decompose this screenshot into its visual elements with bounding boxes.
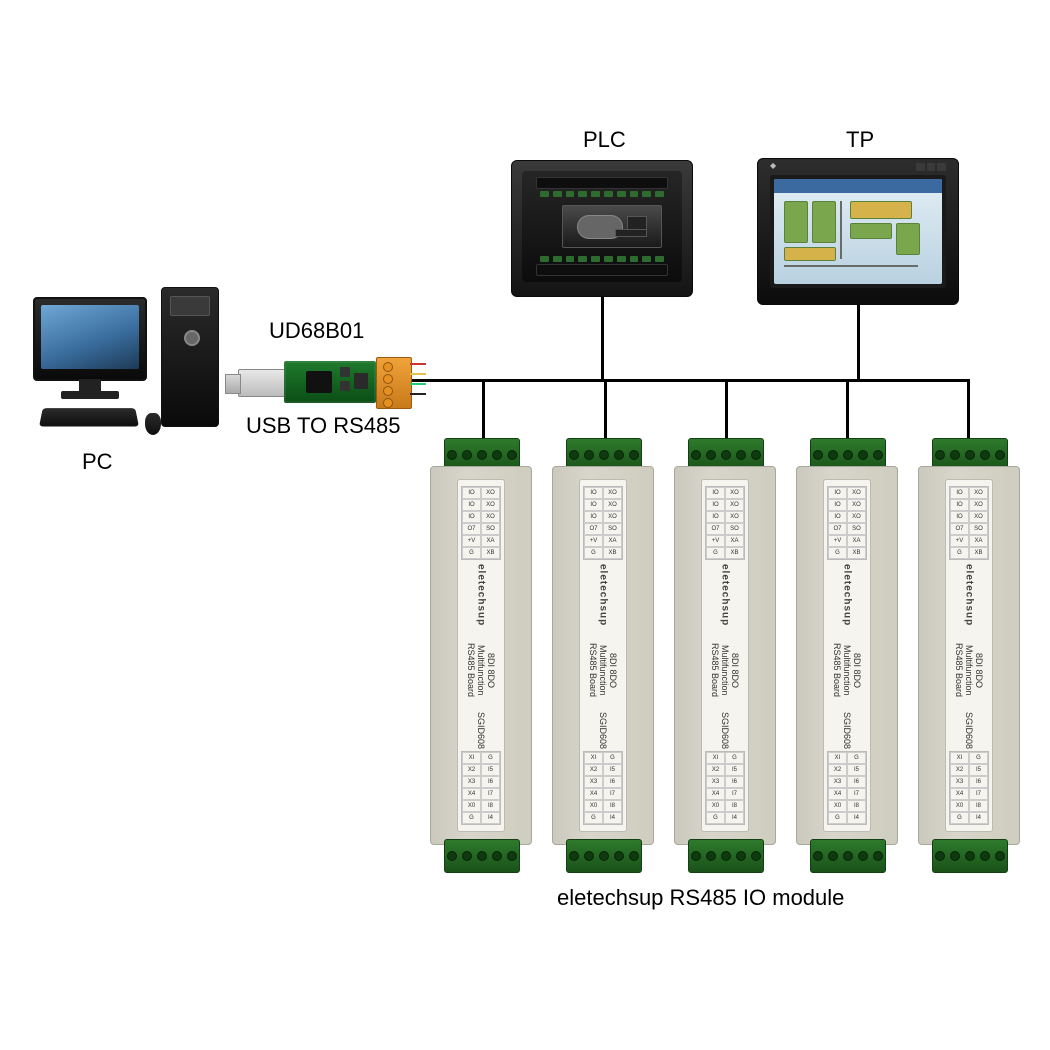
bus-drop-plc bbox=[601, 296, 604, 379]
bus-drop-mod3 bbox=[725, 379, 728, 440]
io-module-pin-grid-top: IOXOIOXOIOXOO7SO+VXAGXB bbox=[949, 486, 989, 560]
bus-drop-tp bbox=[857, 303, 860, 379]
io-module-brand: eletechsup bbox=[720, 564, 731, 626]
io-module-terminal-bot bbox=[444, 839, 520, 873]
tp-label: TP bbox=[846, 127, 874, 153]
io-module-brand: eletechsup bbox=[476, 564, 487, 626]
io-module-pin-grid-top: IOXOIOXOIOXOO7SO+VXAGXB bbox=[705, 486, 745, 560]
pc-mouse bbox=[145, 413, 161, 435]
bus-horizontal bbox=[412, 379, 970, 382]
io-module-terminal-bot bbox=[688, 839, 764, 873]
plc-front-panel bbox=[562, 205, 662, 248]
usb-terminal bbox=[376, 357, 412, 409]
io-module-model: SGID608 bbox=[964, 712, 974, 749]
tp-graphic: ◆ bbox=[757, 158, 959, 305]
io-module-text: 8DI 8DO Multifunction RS485 Board bbox=[710, 632, 740, 708]
usb-plug bbox=[238, 369, 286, 397]
usb-desc-label: USB TO RS485 bbox=[246, 413, 400, 439]
io-module-text: 8DI 8DO Multifunction RS485 Board bbox=[832, 632, 862, 708]
io-module-case: IOXOIOXOIOXOO7SO+VXAGXB eletechsup 8DI 8… bbox=[796, 466, 898, 845]
io-modules-row: IOXOIOXOIOXOO7SO+VXAGXB eletechsup 8DI 8… bbox=[430, 438, 1020, 873]
io-module: IOXOIOXOIOXOO7SO+VXAGXB eletechsup 8DI 8… bbox=[796, 438, 898, 873]
bus-drop-mod1 bbox=[482, 379, 485, 440]
bus-drop-mod5 bbox=[967, 379, 970, 440]
io-module-brand: eletechsup bbox=[598, 564, 609, 626]
io-module-case: IOXOIOXOIOXOO7SO+VXAGXB eletechsup 8DI 8… bbox=[430, 466, 532, 845]
io-module-model: SGID608 bbox=[598, 712, 608, 749]
pc-tower bbox=[161, 287, 219, 427]
io-module-text: 8DI 8DO Multifunction RS485 Board bbox=[588, 632, 618, 708]
pc-screen bbox=[41, 305, 139, 369]
io-module-pin-grid-bot: XIGX2I5X3I6X4I7X0I8GI4 bbox=[583, 751, 623, 825]
io-module-pin-grid-top: IOXOIOXOIOXOO7SO+VXAGXB bbox=[461, 486, 501, 560]
io-module-model: SGID608 bbox=[842, 712, 852, 749]
io-module-pin-grid-top: IOXOIOXOIOXOO7SO+VXAGXB bbox=[583, 486, 623, 560]
io-module-text: 8DI 8DO Multifunction RS485 Board bbox=[466, 632, 496, 708]
pc-keyboard bbox=[39, 408, 139, 426]
io-module-terminal-bot bbox=[810, 839, 886, 873]
plc-label: PLC bbox=[583, 127, 626, 153]
io-module-model: SGID608 bbox=[476, 712, 486, 749]
bus-drop-mod2 bbox=[604, 379, 607, 440]
plc-graphic bbox=[511, 160, 693, 297]
io-module-case: IOXOIOXOIOXOO7SO+VXAGXB eletechsup 8DI 8… bbox=[918, 466, 1020, 845]
io-module-model: SGID608 bbox=[720, 712, 730, 749]
io-module-pin-grid-top: IOXOIOXOIOXOO7SO+VXAGXB bbox=[827, 486, 867, 560]
io-module-pin-grid-bot: XIGX2I5X3I6X4I7X0I8GI4 bbox=[705, 751, 745, 825]
io-module: IOXOIOXOIOXOO7SO+VXAGXB eletechsup 8DI 8… bbox=[674, 438, 776, 873]
pc-graphic bbox=[33, 287, 223, 447]
io-module-case: IOXOIOXOIOXOO7SO+VXAGXB eletechsup 8DI 8… bbox=[674, 466, 776, 845]
tp-screen bbox=[774, 179, 942, 284]
tp-brand: ◆ bbox=[770, 161, 776, 170]
usb-adapter bbox=[238, 351, 413, 411]
usb-pcb bbox=[284, 361, 376, 403]
pc-base bbox=[61, 391, 119, 399]
io-module-pin-grid-bot: XIGX2I5X3I6X4I7X0I8GI4 bbox=[827, 751, 867, 825]
io-module-terminal-bot bbox=[566, 839, 642, 873]
pc-monitor bbox=[33, 297, 147, 381]
io-module-text: 8DI 8DO Multifunction RS485 Board bbox=[954, 632, 984, 708]
io-module-terminal-bot bbox=[932, 839, 1008, 873]
io-module: IOXOIOXOIOXOO7SO+VXAGXB eletechsup 8DI 8… bbox=[552, 438, 654, 873]
io-module-pin-grid-bot: XIGX2I5X3I6X4I7X0I8GI4 bbox=[461, 751, 501, 825]
io-module-brand: eletechsup bbox=[964, 564, 975, 626]
usb-model-label: UD68B01 bbox=[269, 318, 364, 344]
io-module-pin-grid-bot: XIGX2I5X3I6X4I7X0I8GI4 bbox=[949, 751, 989, 825]
pc-label: PC bbox=[82, 449, 113, 475]
io-module-brand: eletechsup bbox=[842, 564, 853, 626]
io-module-case: IOXOIOXOIOXOO7SO+VXAGXB eletechsup 8DI 8… bbox=[552, 466, 654, 845]
modules-label: eletechsup RS485 IO module bbox=[557, 885, 844, 911]
io-module: IOXOIOXOIOXOO7SO+VXAGXB eletechsup 8DI 8… bbox=[918, 438, 1020, 873]
bus-drop-mod4 bbox=[846, 379, 849, 440]
io-module: IOXOIOXOIOXOO7SO+VXAGXB eletechsup 8DI 8… bbox=[430, 438, 532, 873]
